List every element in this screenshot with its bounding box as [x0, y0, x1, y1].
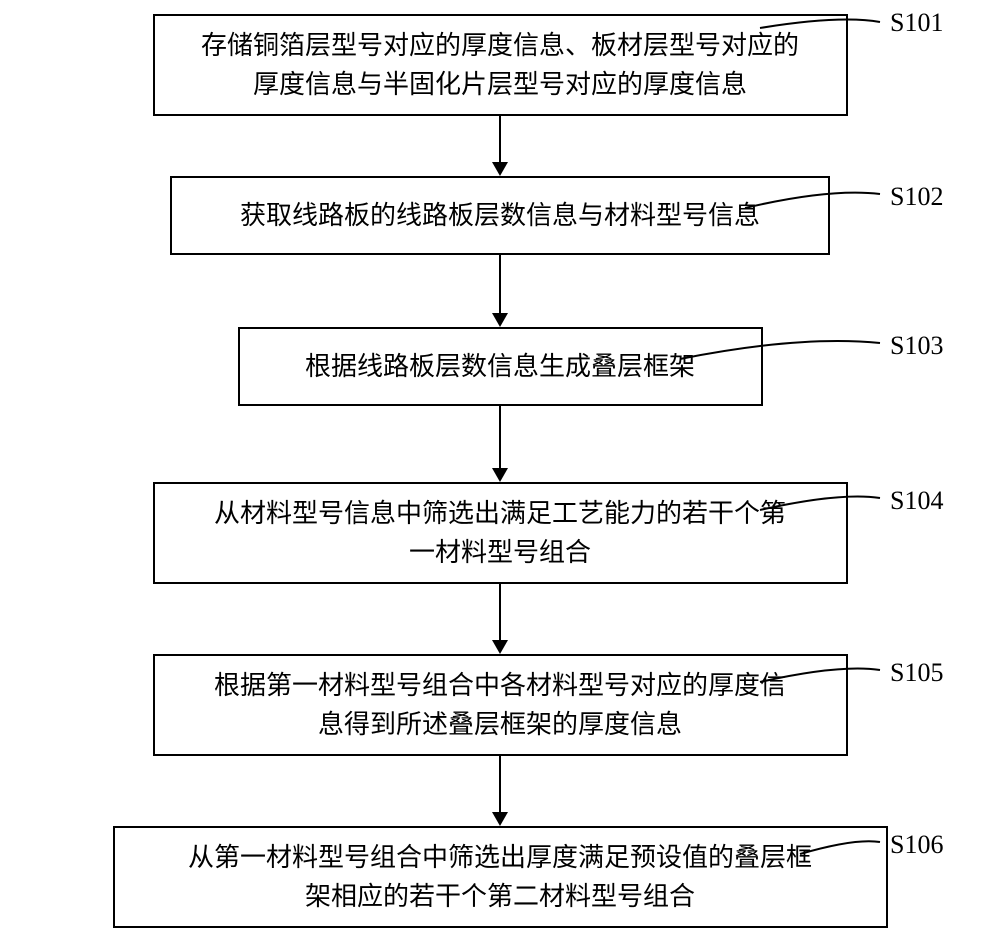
flowchart-container: 存储铜箔层型号对应的厚度信息、板材层型号对应的 厚度信息与半固化片层型号对应的厚…: [0, 14, 1000, 928]
label-connector-curve: [0, 176, 1000, 236]
arrow-connector: [0, 584, 1000, 654]
label-text: S105: [890, 658, 943, 687]
step-row-s102: 获取线路板的线路板层数信息与材料型号信息 S102: [0, 176, 1000, 255]
label-connector-curve: [0, 654, 1000, 714]
label-text: S104: [890, 486, 943, 515]
arrow-connector: [0, 116, 1000, 176]
arrow-connector: [0, 255, 1000, 327]
step-row-s101: 存储铜箔层型号对应的厚度信息、板材层型号对应的 厚度信息与半固化片层型号对应的厚…: [0, 14, 1000, 116]
label-text: S101: [890, 8, 943, 37]
step-row-s103: 根据线路板层数信息生成叠层框架 S103: [0, 327, 1000, 406]
label-text: S102: [890, 182, 943, 211]
step-text-line: 一材料型号组合: [409, 538, 591, 567]
step-label-s106: S106: [890, 830, 943, 860]
label-connector-curve: [0, 0, 1000, 60]
step-text-line: 厚度信息与半固化片层型号对应的厚度信息: [253, 70, 747, 99]
arrowhead-icon: [492, 812, 508, 826]
label-connector-curve: [0, 482, 1000, 542]
step-label-s101: S101: [890, 8, 943, 38]
step-row-s106: 从第一材料型号组合中筛选出厚度满足预设值的叠层框 架相应的若干个第二材料型号组合…: [0, 826, 1000, 928]
arrowhead-icon: [492, 640, 508, 654]
label-connector-curve: [0, 826, 1000, 886]
arrow-connector: [0, 406, 1000, 482]
step-label-s103: S103: [890, 331, 943, 361]
arrowhead-icon: [492, 313, 508, 327]
step-text-line: 架相应的若干个第二材料型号组合: [305, 882, 695, 911]
step-text-line: 息得到所述叠层框架的厚度信息: [318, 710, 682, 739]
step-label-s105: S105: [890, 658, 943, 688]
arrow-connector: [0, 756, 1000, 826]
step-row-s105: 根据第一材料型号组合中各材料型号对应的厚度信 息得到所述叠层框架的厚度信息 S1…: [0, 654, 1000, 756]
step-row-s104: 从材料型号信息中筛选出满足工艺能力的若干个第 一材料型号组合 S104: [0, 482, 1000, 584]
arrowhead-icon: [492, 162, 508, 176]
label-connector-curve: [0, 327, 1000, 387]
step-label-s102: S102: [890, 182, 943, 212]
label-text: S106: [890, 830, 943, 859]
arrowhead-icon: [492, 468, 508, 482]
step-label-s104: S104: [890, 486, 943, 516]
label-text: S103: [890, 331, 943, 360]
